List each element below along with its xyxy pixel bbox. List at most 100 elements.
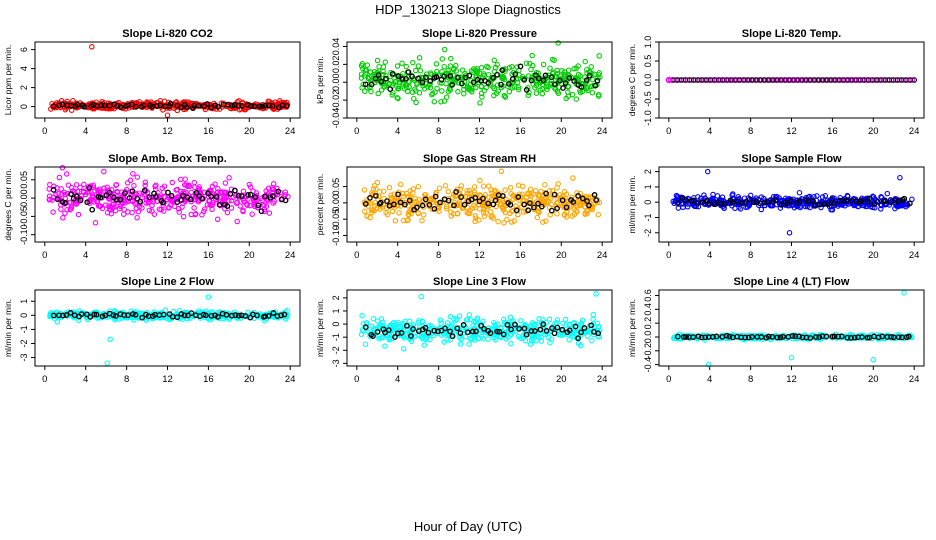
data-point	[108, 210, 115, 217]
mean-point	[375, 72, 382, 78]
mean-point	[470, 79, 477, 86]
data-point	[181, 182, 188, 188]
y-tick-label: 0.00	[331, 73, 341, 91]
data-point	[439, 68, 445, 75]
data-point	[467, 207, 473, 213]
mean-point	[409, 73, 415, 80]
data-point	[565, 93, 571, 99]
data-point	[421, 342, 428, 348]
mean-point	[68, 191, 74, 197]
data-point	[233, 200, 240, 206]
mean-point	[507, 201, 514, 208]
data-point	[214, 216, 221, 223]
y-tick-label: 0.5	[643, 55, 653, 68]
mean-point	[445, 197, 452, 204]
data-point	[595, 71, 602, 78]
data-point	[835, 203, 841, 209]
mean-point	[399, 76, 406, 82]
data-point	[541, 200, 548, 206]
data-point	[595, 93, 602, 99]
outlier-point	[897, 174, 903, 181]
data-point	[361, 208, 368, 215]
mean-point	[515, 194, 522, 200]
data-point	[142, 182, 148, 189]
x-tick-label: 20	[244, 126, 255, 137]
mean-point	[106, 189, 113, 196]
mean-point	[750, 199, 757, 206]
y-axis-label: ml/min per min.	[315, 299, 325, 357]
data-point	[60, 215, 66, 221]
data-point	[139, 194, 146, 200]
data-point	[796, 189, 803, 196]
mean-point	[126, 195, 133, 201]
data-point	[365, 76, 372, 82]
y-tick-label: 0.2	[643, 317, 653, 330]
data-point	[588, 64, 594, 70]
panel-title: Slope Li-820 CO2	[122, 28, 212, 40]
data-point	[422, 194, 429, 201]
data-point	[499, 73, 505, 79]
data-point	[190, 193, 197, 199]
data-point	[551, 84, 557, 91]
x-tick-label: 4	[395, 126, 400, 137]
outlier-point	[89, 44, 95, 50]
data-point	[506, 88, 513, 95]
x-tick-label: 20	[556, 126, 567, 137]
y-tick-label: -1	[19, 325, 29, 333]
mean-point	[376, 200, 383, 207]
mean-point	[372, 75, 379, 82]
data-point	[494, 82, 501, 88]
data-point	[542, 181, 548, 188]
data-point	[397, 181, 404, 188]
mean-point	[204, 101, 211, 107]
mean-point	[453, 189, 459, 195]
data-point	[590, 311, 597, 318]
x-tick-label: 20	[868, 374, 879, 385]
data-point	[173, 187, 179, 193]
data-point	[512, 194, 519, 201]
data-point	[532, 85, 538, 91]
data-point	[480, 183, 487, 189]
data-point	[464, 187, 470, 194]
outlier-point	[418, 293, 424, 300]
data-point	[528, 190, 534, 197]
data-point	[569, 91, 576, 98]
data-point	[584, 84, 590, 91]
mean-point	[907, 200, 913, 207]
mean-point	[168, 192, 175, 199]
mean-point	[560, 85, 566, 91]
x-tick-label: 16	[515, 374, 526, 385]
mean-point	[498, 81, 504, 88]
y-tick-label: 0.04	[331, 38, 341, 56]
data-point	[590, 316, 596, 323]
mean-point	[485, 80, 492, 86]
mean-point	[548, 74, 555, 81]
x-tick-label: 4	[707, 250, 712, 261]
mean-point	[540, 77, 547, 84]
data-point	[271, 198, 277, 204]
x-tick-label: 8	[124, 374, 129, 385]
data-point	[195, 198, 202, 205]
data-point	[109, 205, 116, 211]
y-tick-label: -0.2	[643, 343, 653, 359]
mean-point	[266, 102, 272, 109]
mean-point	[509, 76, 516, 82]
data-point	[453, 62, 459, 69]
mean-point	[892, 197, 899, 204]
data-point	[543, 84, 549, 90]
panel-title: Slope Sample Flow	[741, 153, 842, 165]
y-axis-label: Licor ppm per min.	[3, 45, 13, 115]
x-tick-label: 12	[474, 126, 485, 137]
data-points	[670, 168, 915, 236]
data-point	[214, 189, 221, 195]
mean-point	[527, 200, 533, 206]
mean-point	[74, 101, 81, 108]
data-point	[527, 60, 533, 67]
data-point	[443, 94, 450, 100]
data-point	[488, 187, 494, 193]
mean-point	[248, 103, 255, 109]
data-point	[68, 184, 75, 191]
y-tick-label: -0.10	[331, 225, 341, 246]
data-point	[548, 195, 554, 202]
data-point	[161, 208, 167, 214]
